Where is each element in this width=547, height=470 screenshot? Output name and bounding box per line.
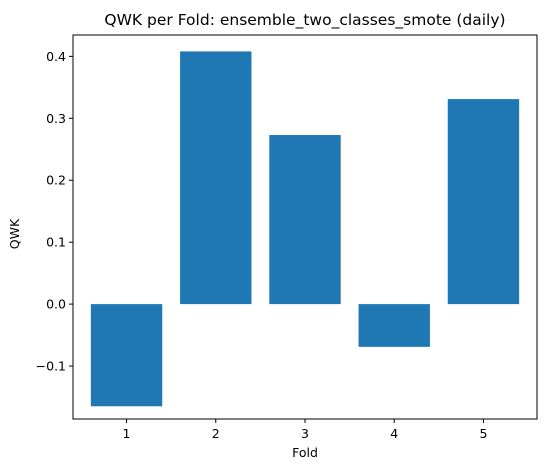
bar-fold-4	[358, 304, 430, 347]
y-tick-label: −0.1	[36, 359, 66, 374]
y-tick-label: 0.0	[46, 297, 66, 312]
y-tick-label: 0.1	[46, 235, 66, 250]
bar-fold-5	[447, 99, 520, 305]
x-tick-label: 3	[301, 426, 309, 441]
y-tick-label: 0.2	[46, 173, 66, 188]
y-axis-label: QWK	[7, 218, 22, 249]
y-tick-label: 0.3	[46, 111, 66, 126]
bar-fold-2	[180, 51, 252, 305]
y-tick-label: 0.4	[46, 49, 66, 64]
x-tick-label: 4	[390, 426, 398, 441]
bars-group	[90, 51, 520, 407]
bar-fold-1	[90, 304, 163, 407]
x-tick-label: 5	[479, 426, 487, 441]
x-tick-label: 2	[212, 426, 220, 441]
x-axis-label: Fold	[292, 445, 318, 460]
chart-title: QWK per Fold: ensemble_two_classes_smote…	[104, 11, 505, 30]
bar-fold-3	[269, 135, 341, 305]
x-tick-label: 1	[123, 426, 131, 441]
axes-group: −0.1 0.0 0.1 0.2 0.3 0.4 1 2 3 4 5	[36, 34, 538, 441]
